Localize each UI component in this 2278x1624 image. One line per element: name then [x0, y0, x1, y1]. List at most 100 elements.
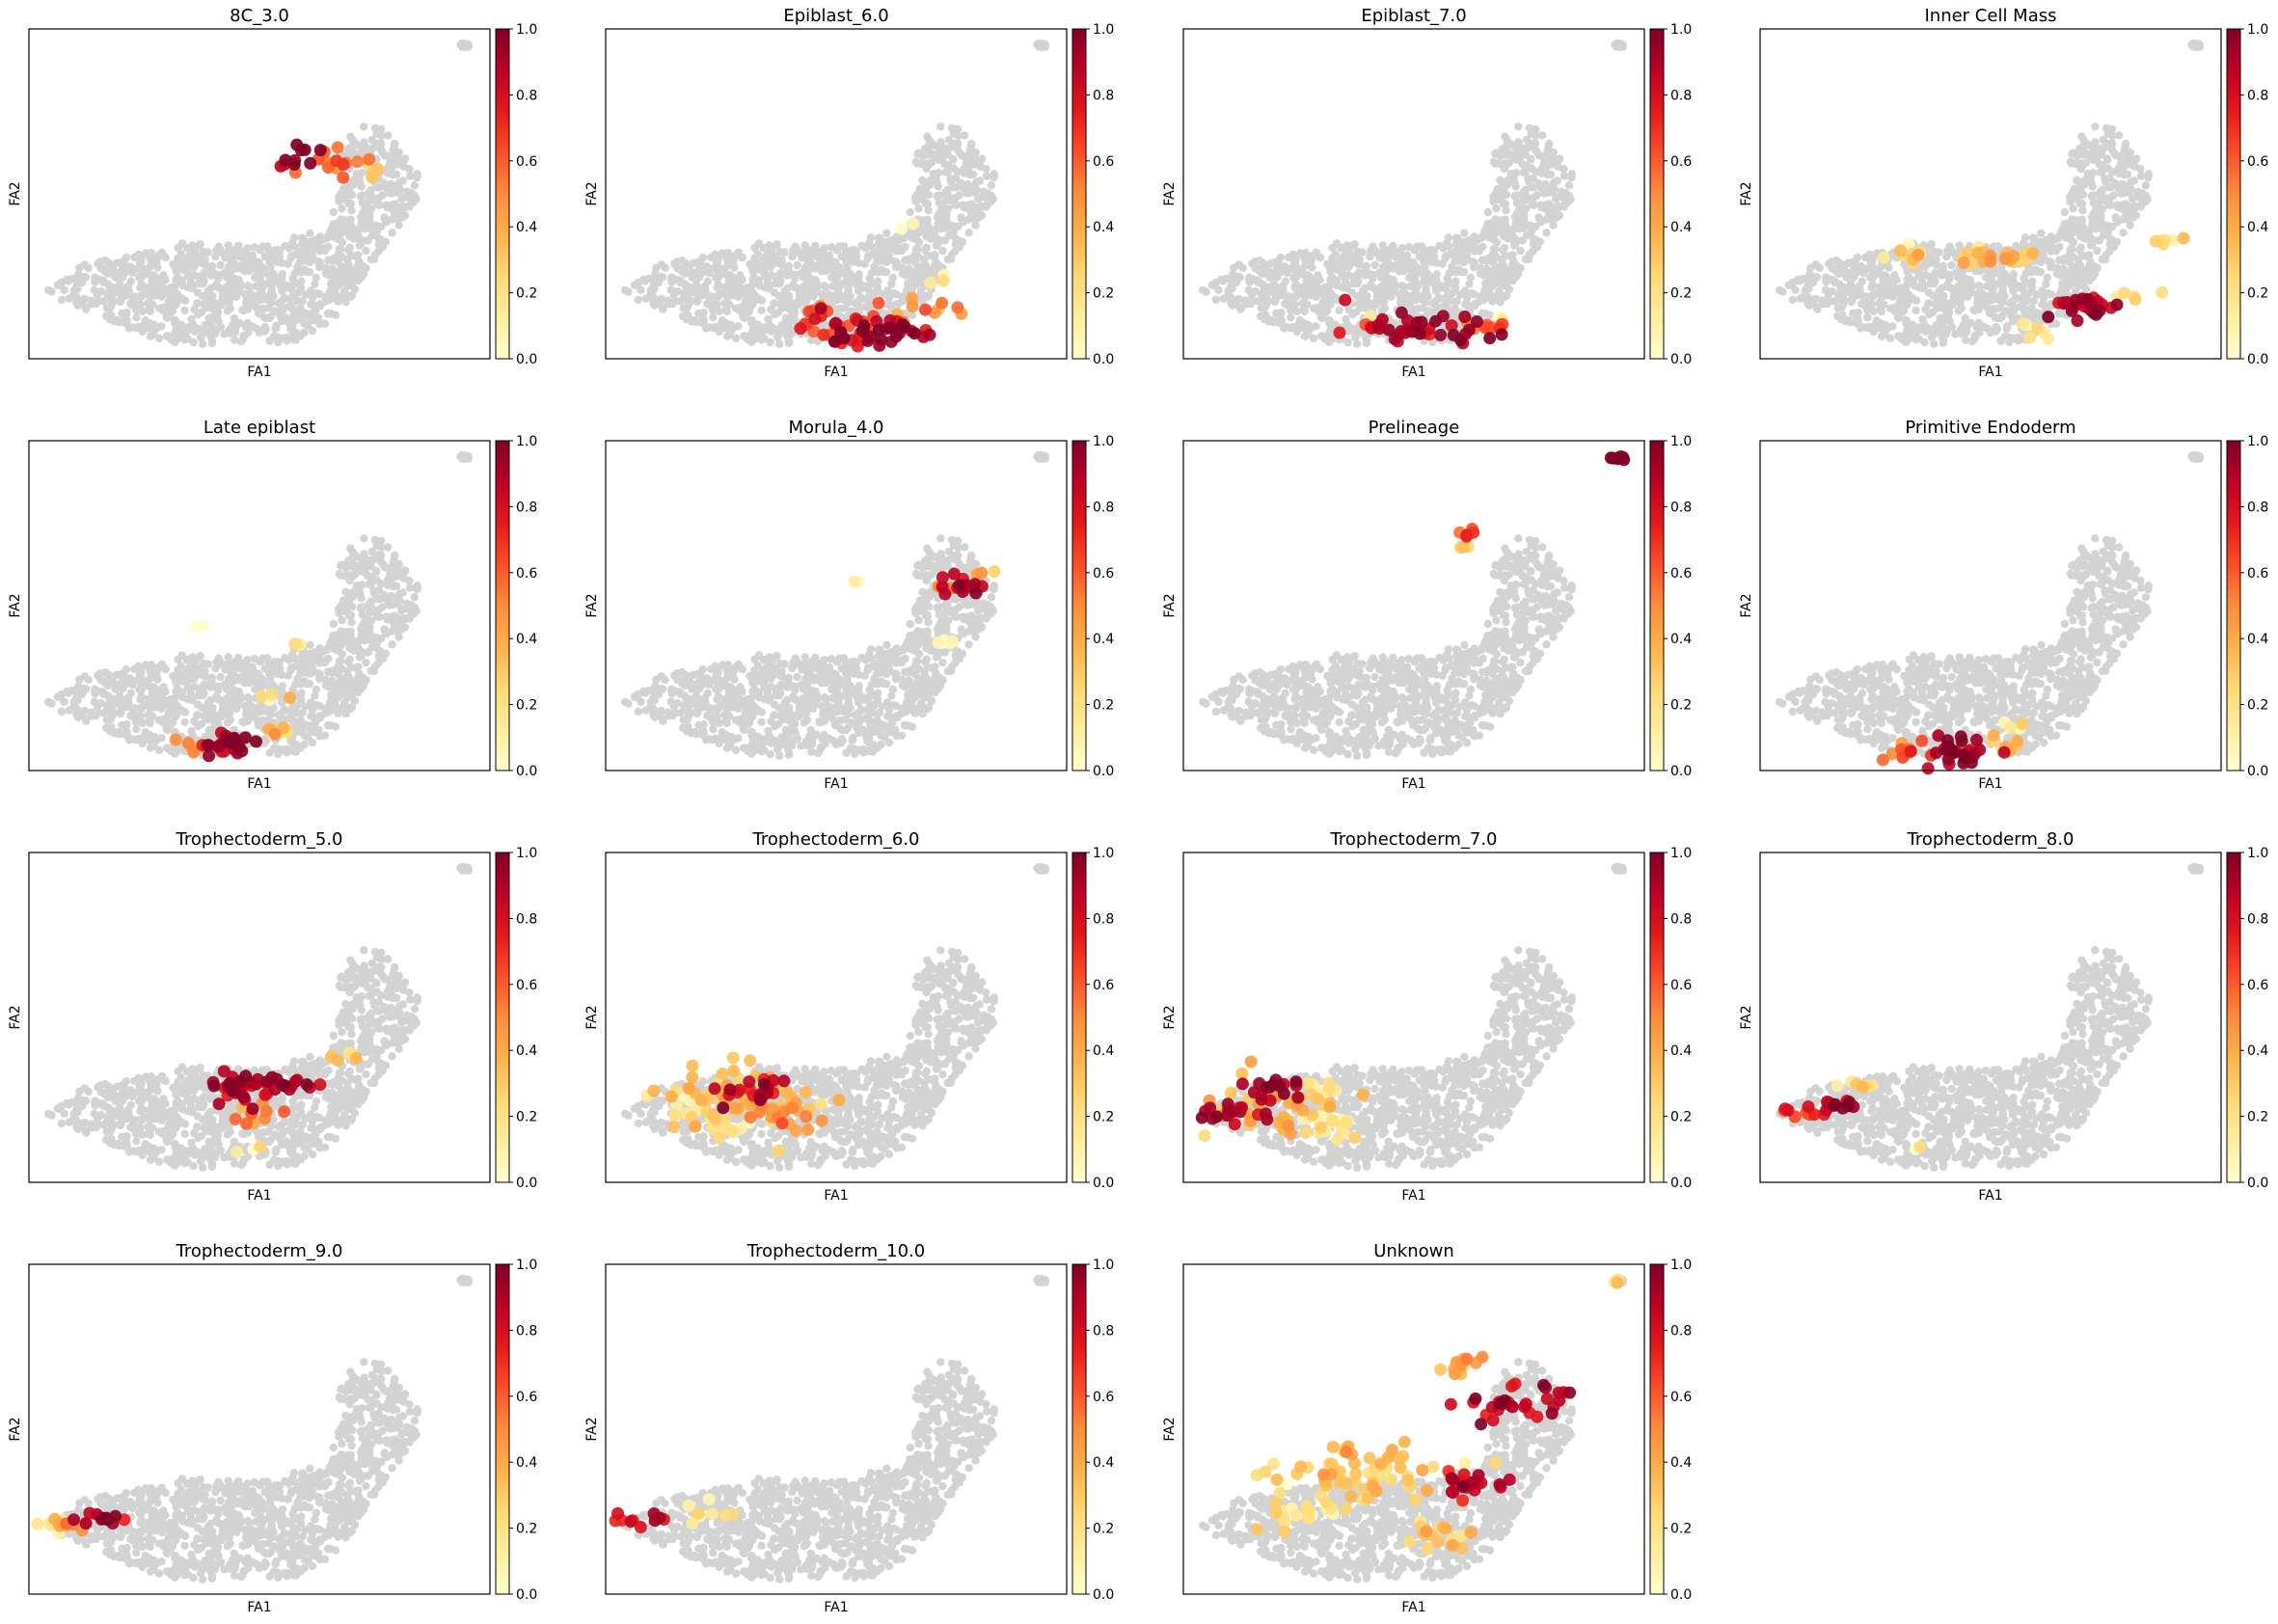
background-point [1443, 274, 1451, 283]
background-point [1371, 297, 1380, 306]
y-axis-label: FA2 [8, 181, 23, 205]
background-point [206, 332, 215, 340]
background-point [2070, 184, 2079, 193]
background-point [1951, 330, 1960, 338]
background-point [1234, 260, 1243, 269]
colorbar-tick-label: 0.6 [1093, 154, 1114, 170]
background-point [2098, 168, 2106, 176]
background-point [1925, 310, 1934, 319]
background-point [288, 321, 297, 330]
background-point [334, 297, 342, 306]
background-point [1381, 267, 1391, 276]
background-point [274, 299, 284, 308]
background-point [194, 310, 203, 319]
data-point [907, 217, 919, 230]
background-point [47, 287, 56, 296]
background-point [832, 276, 841, 284]
background-point [256, 276, 264, 284]
background-point [392, 170, 401, 178]
data-point [1375, 312, 1389, 326]
background-point [765, 241, 773, 250]
background-point [278, 316, 286, 326]
background-point [189, 338, 198, 347]
background-point [1409, 258, 1418, 267]
background-point [2020, 274, 2028, 283]
background-point [288, 274, 297, 283]
background-point [749, 259, 758, 269]
background-point [1260, 284, 1268, 293]
background-point [1353, 247, 1362, 257]
background-point [1487, 255, 1496, 263]
background-point [253, 304, 261, 312]
background-point [227, 267, 236, 276]
data-point [808, 312, 822, 326]
x-axis-label: FA1 [824, 365, 848, 380]
y-axis-label: FA2 [1162, 181, 1178, 205]
background-point [413, 170, 421, 178]
colorbar-tick-label: 0.2 [2247, 286, 2268, 302]
background-point [624, 287, 633, 296]
background-point [929, 226, 937, 234]
background-point [126, 277, 135, 285]
background-point [952, 182, 961, 192]
background-point [287, 297, 296, 306]
background-point [1461, 244, 1471, 253]
background-point [1958, 288, 1966, 297]
background-point [941, 224, 951, 232]
background-point [1915, 323, 1924, 332]
background-point [119, 317, 128, 327]
background-point [99, 278, 108, 286]
background-point [1244, 285, 1253, 294]
background-point [949, 154, 958, 163]
background-cells [1199, 39, 1627, 348]
background-point [2083, 226, 2092, 234]
panels-layer: 8C_3.0FA1FA20.00.20.40.60.81.0Epiblast_6… [8, 6, 2268, 1615]
background-point [2031, 265, 2040, 274]
data-point [919, 303, 932, 316]
background-point [1422, 289, 1431, 298]
background-point [1290, 291, 1299, 301]
background-point [1506, 226, 1515, 234]
background-point [224, 241, 232, 250]
background-point [709, 313, 718, 322]
background-point [1462, 252, 1472, 260]
background-point [773, 240, 781, 249]
background-point [921, 218, 930, 227]
background-point [2020, 233, 2030, 242]
background-point [188, 241, 197, 250]
background-point [2069, 238, 2078, 247]
background-cells [44, 39, 473, 348]
background-point [306, 229, 314, 237]
background-point [1420, 275, 1429, 284]
background-point [393, 159, 403, 169]
background-point [1947, 260, 1956, 270]
background-point [255, 258, 263, 267]
background-point [356, 177, 365, 187]
background-point [1537, 151, 1547, 161]
background-point [813, 253, 822, 261]
background-point [1287, 323, 1295, 333]
data-point [2069, 293, 2082, 307]
background-point [774, 331, 783, 339]
background-point [1489, 197, 1498, 205]
background-point [338, 204, 346, 213]
background-point [891, 233, 901, 242]
background-point [1970, 331, 1979, 340]
background-point [914, 238, 924, 247]
background-point [1545, 139, 1554, 149]
data-point [936, 296, 949, 310]
background-point [747, 316, 757, 325]
background-point [2009, 316, 2018, 326]
background-point [405, 165, 414, 174]
background-point [649, 292, 658, 301]
background-point [1778, 287, 1787, 296]
data-point [351, 155, 365, 169]
background-point [399, 203, 408, 212]
background-point [161, 253, 170, 262]
colorbar-tick-label: 0.8 [1670, 88, 1692, 103]
background-point [225, 305, 233, 314]
background-point [1421, 250, 1429, 258]
background-point [851, 299, 860, 308]
background-point [1450, 281, 1458, 289]
